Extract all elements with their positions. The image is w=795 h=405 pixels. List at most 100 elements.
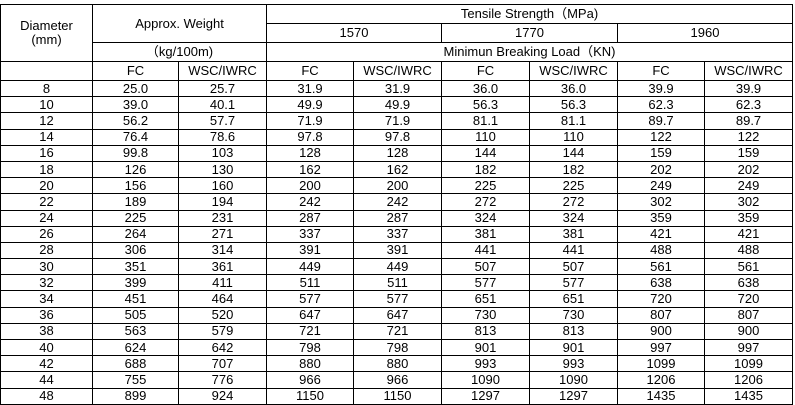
value-cell: 337: [266, 225, 355, 243]
value-cell: 901: [529, 338, 619, 357]
value-cell: 225: [441, 177, 531, 195]
value-cell: 25.0: [92, 79, 179, 98]
value-cell: 97.8: [266, 128, 355, 146]
value-cell: 993: [529, 355, 619, 373]
grade-header: 1960: [617, 23, 794, 43]
value-cell: 144: [529, 144, 619, 162]
value-cell: 993: [441, 355, 531, 373]
value-cell: 110: [441, 128, 531, 146]
value-cell: 901: [441, 338, 531, 357]
value-cell: 488: [704, 241, 794, 260]
table-row: 44 755 776 966 966 1090 1090 1206 1206: [0, 371, 794, 389]
value-cell: 421: [617, 225, 706, 243]
subcol-header: FC: [441, 61, 531, 81]
value-cell: 89.7: [704, 112, 794, 130]
value-cell: 156: [92, 177, 179, 195]
grade-header: 1570: [266, 23, 443, 43]
value-cell: 81.1: [529, 112, 619, 130]
value-cell: 813: [529, 322, 619, 341]
value-cell: 381: [529, 225, 619, 243]
value-cell: 651: [441, 290, 531, 308]
diameter-header: Diameter (mm): [0, 4, 93, 62]
value-cell: 361: [177, 258, 268, 276]
value-cell: 39.0: [92, 96, 179, 114]
value-cell: 182: [441, 160, 531, 179]
value-cell: 1435: [617, 387, 706, 405]
weight-header: Approx. Weight: [91, 4, 268, 43]
value-cell: 813: [441, 322, 531, 341]
value-cell: 776: [177, 371, 268, 389]
table-row: 32 399 411 511 511 577 577 638 638: [0, 274, 794, 292]
value-cell: 242: [266, 193, 355, 211]
value-cell: 128: [266, 144, 355, 162]
value-cell: 49.9: [353, 96, 443, 114]
value-cell: 242: [353, 193, 443, 211]
table-row: 36 505 520 647 647 730 730 807 807: [0, 306, 794, 324]
value-cell: 900: [617, 322, 706, 341]
value-cell: 39.9: [617, 79, 706, 98]
value-cell: 579: [177, 322, 268, 341]
value-cell: 391: [353, 241, 443, 260]
value-cell: 807: [617, 306, 706, 324]
value-cell: 49.9: [266, 96, 355, 114]
value-cell: 511: [353, 274, 443, 292]
value-cell: 36.0: [441, 79, 531, 98]
header-text: Diameter: [20, 18, 73, 33]
diameter-cell: 30: [0, 258, 93, 276]
value-cell: 755: [92, 371, 179, 389]
table-row: 42 688 707 880 880 993 993 1099 1099: [0, 355, 794, 373]
value-cell: 122: [704, 128, 794, 146]
value-cell: 488: [617, 241, 706, 260]
value-cell: 997: [704, 338, 794, 357]
value-cell: 577: [353, 290, 443, 308]
value-cell: 449: [353, 258, 443, 276]
value-cell: 505: [92, 306, 179, 324]
value-cell: 966: [266, 371, 355, 389]
value-cell: 563: [92, 322, 179, 341]
value-cell: 520: [177, 306, 268, 324]
value-cell: 880: [353, 355, 443, 373]
value-cell: 56.3: [529, 96, 619, 114]
value-cell: 507: [529, 258, 619, 276]
value-cell: 189: [92, 193, 179, 211]
value-cell: 411: [177, 274, 268, 292]
value-cell: 899: [92, 387, 179, 405]
value-cell: 391: [266, 241, 355, 260]
value-cell: 707: [177, 355, 268, 373]
value-cell: 128: [353, 144, 443, 162]
value-cell: 231: [177, 209, 268, 227]
value-cell: 202: [617, 160, 706, 179]
value-cell: 272: [529, 193, 619, 211]
table-row: 40 624 642 798 798 901 901 997 997: [0, 338, 794, 357]
value-cell: 638: [704, 274, 794, 292]
value-cell: 464: [177, 290, 268, 308]
value-cell: 306: [92, 241, 179, 260]
value-cell: 1206: [704, 371, 794, 389]
value-cell: 651: [529, 290, 619, 308]
value-cell: 194: [177, 193, 268, 211]
table-row: 28 306 314 391 391 441 441 488 488: [0, 241, 794, 260]
value-cell: 1099: [617, 355, 706, 373]
value-cell: 451: [92, 290, 179, 308]
value-cell: 126: [92, 160, 179, 179]
value-cell: 39.9: [704, 79, 794, 98]
diameter-cell: 12: [0, 112, 93, 130]
value-cell: 200: [266, 177, 355, 195]
value-cell: 1150: [353, 387, 443, 405]
value-cell: 997: [617, 338, 706, 357]
rope-table: Diameter (mm) Approx. Weight Tensile Stre…: [0, 4, 794, 405]
value-cell: 225: [529, 177, 619, 195]
value-cell: 160: [177, 177, 268, 195]
value-cell: 1090: [529, 371, 619, 389]
value-cell: 507: [441, 258, 531, 276]
value-cell: 182: [529, 160, 619, 179]
subcol-header: WSC/IWRC: [177, 61, 268, 81]
diameter-cell: 48: [0, 387, 93, 405]
value-cell: 721: [353, 322, 443, 341]
value-cell: 399: [92, 274, 179, 292]
value-cell: 287: [353, 209, 443, 227]
value-cell: 561: [617, 258, 706, 276]
value-cell: 97.8: [353, 128, 443, 146]
diameter-cell: 10: [0, 96, 93, 114]
